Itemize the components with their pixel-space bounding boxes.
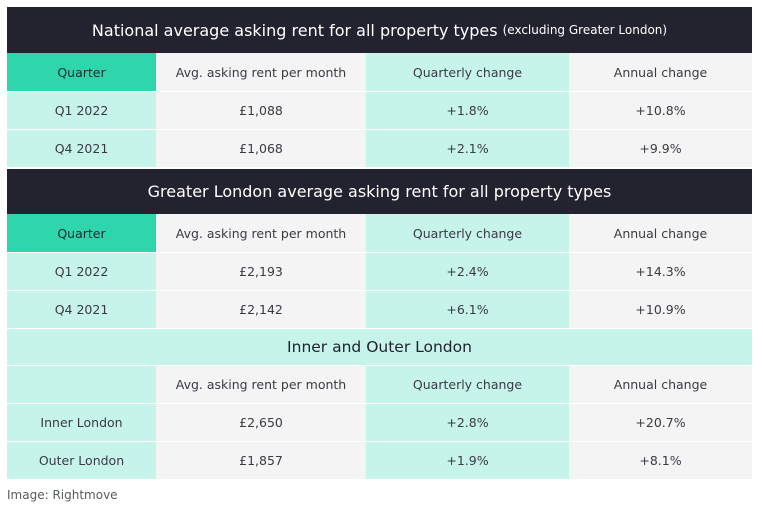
quarter-cell: Q1 2022 (7, 92, 156, 129)
header-avg-rent: Avg. asking rent per month (156, 214, 366, 252)
table-row: Q1 2022 £2,193 +2.4% +14.3% (7, 252, 752, 290)
quarter-cell: Q1 2022 (7, 253, 156, 290)
annual-change-cell: +8.1% (569, 442, 752, 479)
avg-rent-cell: £1,857 (156, 442, 366, 479)
header-quarter: Quarter (7, 53, 156, 91)
national-title-bar: National average asking rent for all pro… (7, 7, 752, 53)
annual-change-cell: +10.8% (569, 92, 752, 129)
quarter-cell: Q4 2021 (7, 130, 156, 167)
avg-rent-cell: £1,068 (156, 130, 366, 167)
avg-rent-cell: £1,088 (156, 92, 366, 129)
inner-outer-header-row: Avg. asking rent per month Quarterly cha… (7, 365, 752, 403)
header-annual-change: Annual change (569, 366, 752, 403)
national-header-row: Quarter Avg. asking rent per month Quart… (7, 53, 752, 91)
inner-outer-title-bar: Inner and Outer London (7, 329, 752, 365)
header-empty (7, 366, 156, 403)
header-quarterly-change: Quarterly change (366, 53, 569, 91)
header-annual-change: Annual change (569, 214, 752, 252)
quarterly-change-cell: +1.8% (366, 92, 569, 129)
table-row: Inner London £2,650 +2.8% +20.7% (7, 403, 752, 441)
rent-tables: National average asking rent for all pro… (7, 7, 752, 479)
quarterly-change-cell: +2.1% (366, 130, 569, 167)
header-quarter: Quarter (7, 214, 156, 252)
annual-change-cell: +20.7% (569, 404, 752, 441)
national-subtitle: (excluding Greater London) (502, 23, 668, 37)
header-quarterly-change: Quarterly change (366, 366, 569, 403)
national-title: National average asking rent for all pro… (91, 20, 498, 40)
quarterly-change-cell: +1.9% (366, 442, 569, 479)
avg-rent-cell: £2,650 (156, 404, 366, 441)
header-annual-change: Annual change (569, 53, 752, 91)
quarterly-change-cell: +2.4% (366, 253, 569, 290)
header-quarterly-change: Quarterly change (366, 214, 569, 252)
inner-outer-title: Inner and Outer London (287, 338, 472, 356)
table-row: Outer London £1,857 +1.9% +8.1% (7, 441, 752, 479)
greater-london-title: Greater London average asking rent for a… (147, 182, 612, 201)
image-credit-caption: Image: Rightmove (7, 488, 118, 502)
avg-rent-cell: £2,142 (156, 291, 366, 328)
area-cell: Inner London (7, 404, 156, 441)
table-row: Q1 2022 £1,088 +1.8% +10.8% (7, 91, 752, 129)
quarterly-change-cell: +2.8% (366, 404, 569, 441)
quarter-cell: Q4 2021 (7, 291, 156, 328)
greater-london-title-bar: Greater London average asking rent for a… (7, 169, 752, 214)
header-avg-rent: Avg. asking rent per month (156, 366, 366, 403)
annual-change-cell: +14.3% (569, 253, 752, 290)
avg-rent-cell: £2,193 (156, 253, 366, 290)
table-row: Q4 2021 £2,142 +6.1% +10.9% (7, 290, 752, 328)
table-row: Q4 2021 £1,068 +2.1% +9.9% (7, 129, 752, 167)
header-avg-rent: Avg. asking rent per month (156, 53, 366, 91)
annual-change-cell: +9.9% (569, 130, 752, 167)
area-cell: Outer London (7, 442, 156, 479)
annual-change-cell: +10.9% (569, 291, 752, 328)
greater-london-header-row: Quarter Avg. asking rent per month Quart… (7, 214, 752, 252)
quarterly-change-cell: +6.1% (366, 291, 569, 328)
